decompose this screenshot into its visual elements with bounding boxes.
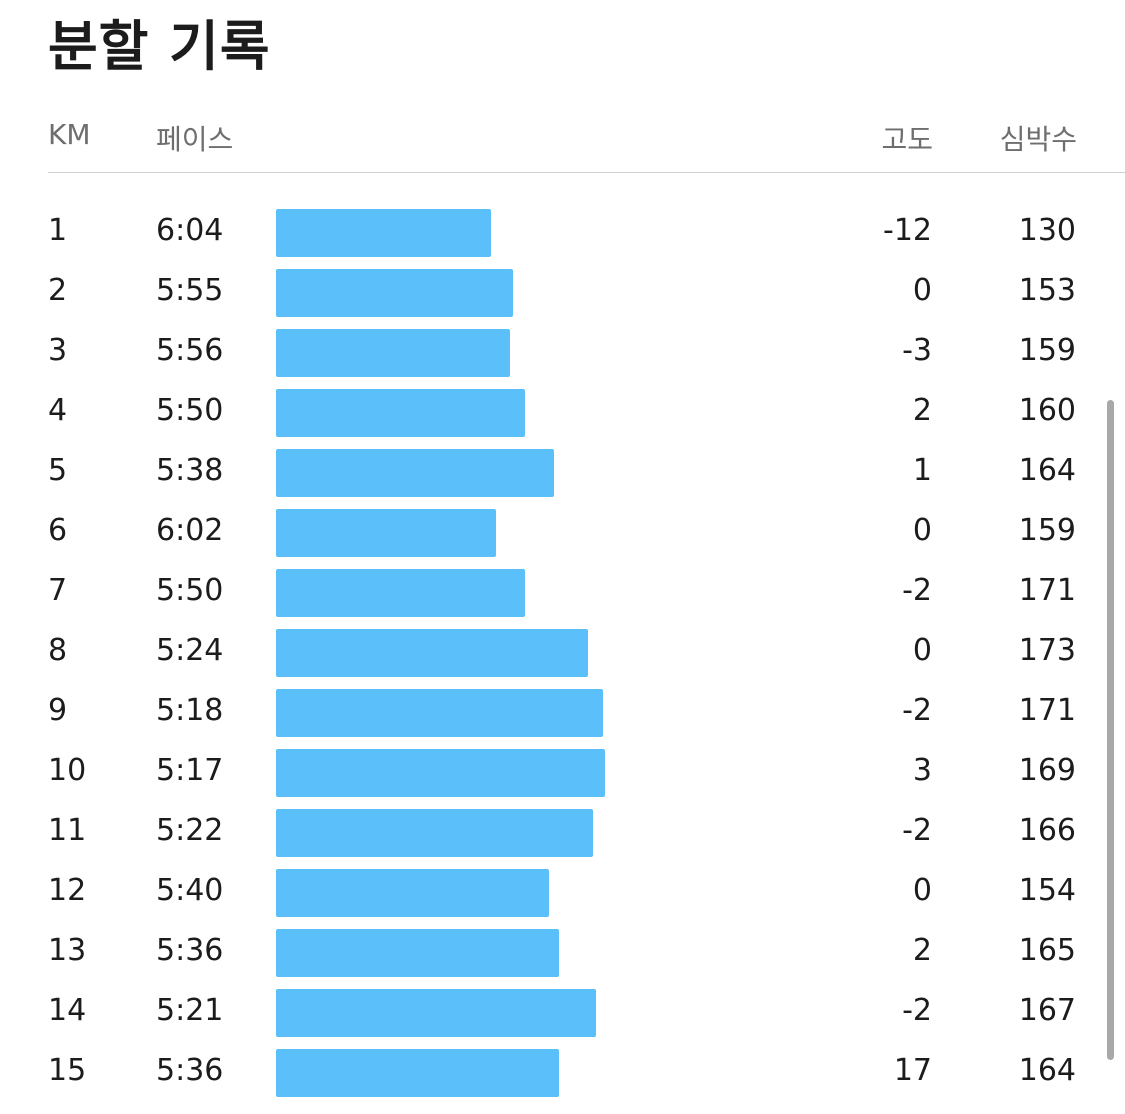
split-elevation: -2 bbox=[902, 573, 932, 608]
pace-bar bbox=[276, 749, 605, 797]
split-row: 10 5:17 3 169 bbox=[48, 743, 1076, 803]
column-header-heart-rate: 심박수 bbox=[999, 123, 1077, 156]
split-km: 6 bbox=[48, 513, 68, 548]
split-km: 13 bbox=[48, 933, 87, 968]
pace-bar bbox=[276, 1049, 559, 1097]
splits-header: KM 페이스 고도 심박수 bbox=[48, 118, 1125, 173]
split-pace: 5:50 bbox=[156, 393, 224, 428]
split-pace: 6:04 bbox=[156, 213, 224, 248]
pace-bar bbox=[276, 989, 596, 1037]
split-pace: 5:55 bbox=[156, 273, 224, 308]
split-row: 7 5:50 -2 171 bbox=[48, 563, 1076, 623]
pace-bar bbox=[276, 269, 513, 317]
split-row: 2 5:55 0 153 bbox=[48, 263, 1076, 323]
pace-bar bbox=[276, 329, 510, 377]
split-heart-rate: 166 bbox=[1018, 813, 1076, 848]
split-pace: 5:21 bbox=[156, 993, 224, 1028]
split-pace: 5:36 bbox=[156, 1053, 224, 1088]
split-row: 9 5:18 -2 171 bbox=[48, 683, 1076, 743]
split-km: 3 bbox=[48, 333, 68, 368]
split-elevation: 3 bbox=[912, 753, 932, 788]
split-pace: 5:22 bbox=[156, 813, 224, 848]
split-pace: 5:36 bbox=[156, 933, 224, 968]
split-pace: 5:18 bbox=[156, 693, 224, 728]
split-km: 4 bbox=[48, 393, 68, 428]
pace-bar bbox=[276, 929, 559, 977]
split-elevation: 2 bbox=[912, 933, 932, 968]
split-pace: 5:40 bbox=[156, 873, 224, 908]
pace-bar bbox=[276, 509, 496, 557]
split-heart-rate: 130 bbox=[1018, 213, 1076, 248]
split-elevation: 0 bbox=[912, 873, 932, 908]
split-heart-rate: 171 bbox=[1018, 573, 1076, 608]
page-title: 분할 기록 bbox=[48, 15, 271, 78]
split-heart-rate: 154 bbox=[1018, 873, 1076, 908]
split-elevation: -2 bbox=[902, 693, 932, 728]
pace-bar bbox=[276, 449, 554, 497]
split-pace: 5:56 bbox=[156, 333, 224, 368]
split-km: 12 bbox=[48, 873, 87, 908]
split-km: 2 bbox=[48, 273, 68, 308]
split-km: 5 bbox=[48, 453, 68, 488]
split-heart-rate: 164 bbox=[1018, 453, 1076, 488]
split-elevation: 0 bbox=[912, 513, 932, 548]
pace-bar bbox=[276, 689, 603, 737]
split-pace: 5:24 bbox=[156, 633, 224, 668]
splits-list[interactable]: 1 6:04 -12 130 2 5:55 0 153 3 5:56 -3 159 4 5:50 2 160 5… bbox=[48, 203, 1076, 1103]
split-elevation: -12 bbox=[883, 213, 932, 248]
split-heart-rate: 165 bbox=[1018, 933, 1076, 968]
split-row: 6 6:02 0 159 bbox=[48, 503, 1076, 563]
split-pace: 5:50 bbox=[156, 573, 224, 608]
column-header-pace: 페이스 bbox=[156, 123, 234, 156]
split-elevation: -2 bbox=[902, 813, 932, 848]
split-heart-rate: 159 bbox=[1018, 333, 1076, 368]
split-heart-rate: 169 bbox=[1018, 753, 1076, 788]
split-elevation: 0 bbox=[912, 633, 932, 668]
split-elevation: -3 bbox=[902, 333, 932, 368]
split-km: 7 bbox=[48, 573, 68, 608]
split-row: 14 5:21 -2 167 bbox=[48, 983, 1076, 1043]
split-elevation: 2 bbox=[912, 393, 932, 428]
scrollbar[interactable] bbox=[1107, 400, 1114, 1060]
pace-bar bbox=[276, 869, 549, 917]
split-row: 4 5:50 2 160 bbox=[48, 383, 1076, 443]
split-row: 13 5:36 2 165 bbox=[48, 923, 1076, 983]
pace-bar bbox=[276, 569, 525, 617]
split-elevation: -2 bbox=[902, 993, 932, 1028]
split-elevation: 1 bbox=[912, 453, 932, 488]
split-heart-rate: 167 bbox=[1018, 993, 1076, 1028]
split-pace: 5:38 bbox=[156, 453, 224, 488]
split-row: 12 5:40 0 154 bbox=[48, 863, 1076, 923]
split-elevation: 17 bbox=[893, 1053, 932, 1088]
split-heart-rate: 164 bbox=[1018, 1053, 1076, 1088]
split-row: 15 5:36 17 164 bbox=[48, 1043, 1076, 1103]
column-header-km: KM bbox=[48, 118, 91, 151]
split-km: 10 bbox=[48, 753, 87, 788]
pace-bar bbox=[276, 809, 593, 857]
split-km: 11 bbox=[48, 813, 87, 848]
split-km: 1 bbox=[48, 213, 68, 248]
split-row: 8 5:24 0 173 bbox=[48, 623, 1076, 683]
split-km: 15 bbox=[48, 1053, 87, 1088]
split-km: 9 bbox=[48, 693, 68, 728]
split-row: 11 5:22 -2 166 bbox=[48, 803, 1076, 863]
pace-bar bbox=[276, 629, 588, 677]
split-row: 5 5:38 1 164 bbox=[48, 443, 1076, 503]
split-pace: 5:17 bbox=[156, 753, 224, 788]
split-km: 14 bbox=[48, 993, 87, 1028]
pace-bar bbox=[276, 209, 491, 257]
split-row: 3 5:56 -3 159 bbox=[48, 323, 1076, 383]
split-km: 8 bbox=[48, 633, 68, 668]
split-heart-rate: 173 bbox=[1018, 633, 1076, 668]
split-elevation: 0 bbox=[912, 273, 932, 308]
column-header-elevation: 고도 bbox=[881, 123, 933, 156]
split-heart-rate: 153 bbox=[1018, 273, 1076, 308]
split-pace: 6:02 bbox=[156, 513, 224, 548]
split-heart-rate: 171 bbox=[1018, 693, 1076, 728]
split-heart-rate: 160 bbox=[1018, 393, 1076, 428]
pace-bar bbox=[276, 389, 525, 437]
split-heart-rate: 159 bbox=[1018, 513, 1076, 548]
split-row: 1 6:04 -12 130 bbox=[48, 203, 1076, 263]
